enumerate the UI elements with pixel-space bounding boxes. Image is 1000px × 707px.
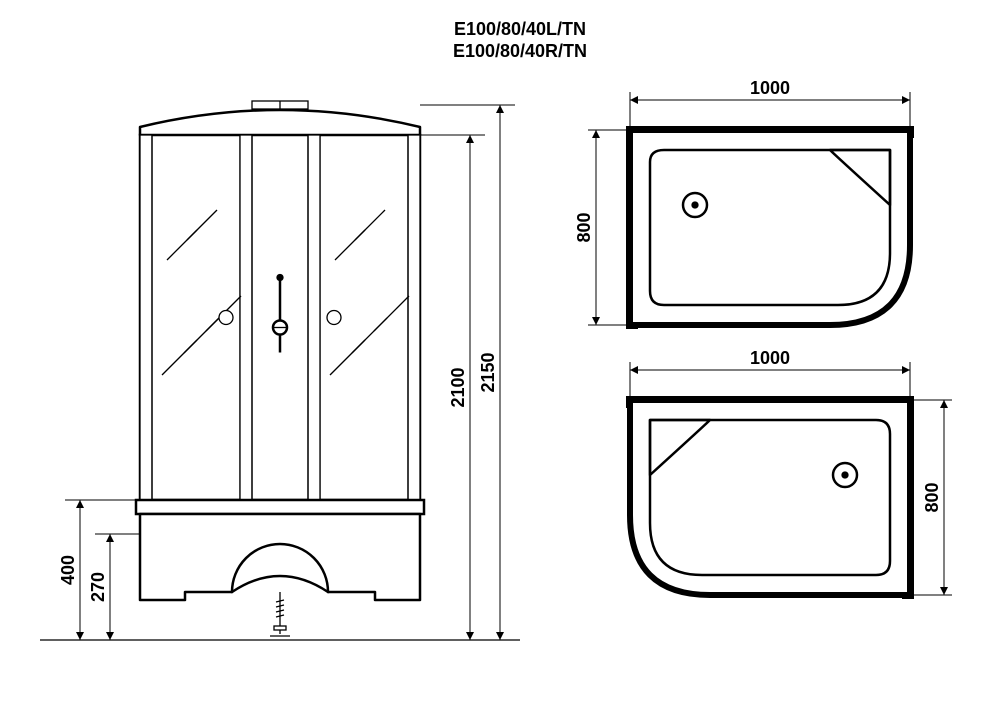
- dim-400: 400: [58, 555, 78, 585]
- dim-width: 1000: [750, 348, 790, 368]
- plan-view-right: [626, 396, 914, 599]
- dim-270: 270: [88, 572, 108, 602]
- dim-2100: 2100: [448, 367, 468, 407]
- dim-depth: 800: [922, 482, 942, 512]
- technical-drawing: E100/80/40L/TNE100/80/40R/TN 2100 2150 270 4…: [0, 0, 1000, 707]
- dim-depth: 800: [574, 212, 594, 242]
- model-code-left: E100/80/40L/TN: [454, 19, 586, 39]
- dim-2150: 2150: [478, 352, 498, 392]
- model-code-right: E100/80/40R/TN: [453, 41, 587, 61]
- dim-width: 1000: [750, 78, 790, 98]
- plan-view-left: [626, 126, 914, 329]
